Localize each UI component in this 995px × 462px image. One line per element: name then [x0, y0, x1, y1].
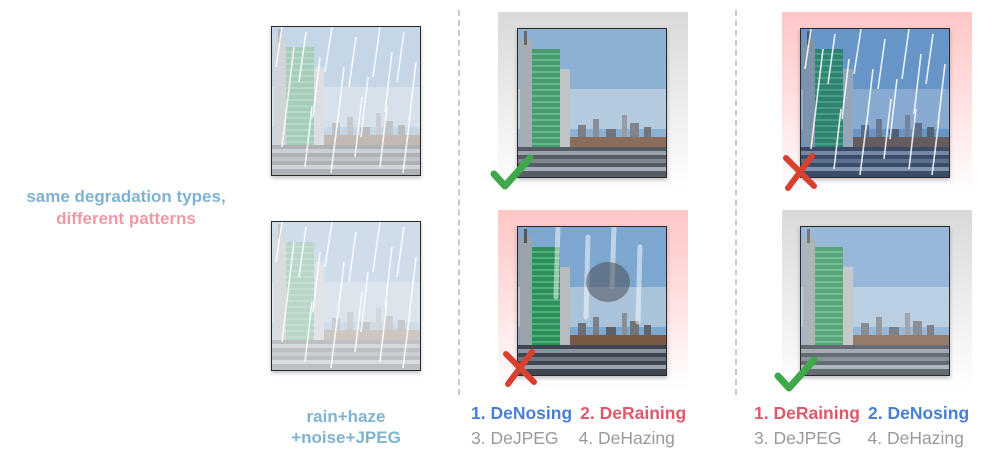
pipeline-a-step2: 2. DeRaining	[580, 403, 687, 423]
caption-line-types: same degradation types,	[26, 187, 226, 206]
pipeline-a-order-row1: 1. DeNosing 2. DeRaining	[471, 402, 686, 424]
check-icon	[490, 154, 534, 190]
pipeline-b-step3: 3. DeJPEG	[754, 428, 842, 448]
pipeline-b-step1: 1. DeRaining	[754, 403, 860, 423]
pipeline-a-order-row2: 3. DeJPEG 4. DeHazing	[471, 427, 675, 449]
input-caption-line2: +noise+JPEG	[291, 428, 401, 447]
check-icon	[774, 356, 818, 392]
pipeline-b-bottom-result	[800, 226, 950, 376]
input-degradations-caption: rain+haze +noise+JPEG	[261, 406, 431, 448]
column-divider-left	[458, 10, 460, 395]
cross-icon	[783, 153, 817, 191]
pipeline-b-order-row1: 1. DeRaining 2. DeNosing	[754, 402, 969, 424]
degradation-caption: same degradation types, different patter…	[0, 186, 252, 230]
pipeline-a-step4: 4. DeHazing	[578, 428, 675, 448]
pipeline-a-step1: 1. DeNosing	[471, 403, 573, 423]
pipeline-b-step2: 2. DeNosing	[868, 403, 970, 423]
input-image-top	[271, 26, 421, 176]
pipeline-a-bottom-result	[517, 226, 667, 376]
column-divider-right	[735, 10, 737, 395]
input-caption-line1: rain+haze	[306, 407, 386, 426]
pipeline-a-top-result	[517, 28, 667, 178]
input-image-bottom	[271, 221, 421, 371]
pipeline-b-step4: 4. DeHazing	[867, 428, 964, 448]
pipeline-a-step3: 3. DeJPEG	[471, 428, 559, 448]
cross-icon	[503, 349, 537, 387]
pipeline-b-order-row2: 3. DeJPEG 4. DeHazing	[754, 427, 964, 449]
pipeline-b-top-result	[800, 28, 950, 178]
caption-line-patterns: different patterns	[56, 209, 196, 228]
